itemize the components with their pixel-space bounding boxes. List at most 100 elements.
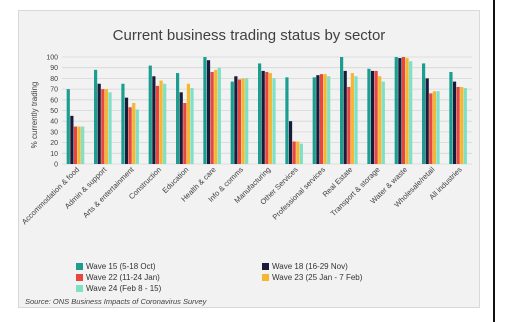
bar (432, 91, 436, 164)
bar (230, 81, 234, 164)
bars (66, 57, 467, 164)
bar (121, 83, 125, 164)
bar (135, 109, 139, 164)
bar (463, 88, 467, 164)
chart-svg: Current business trading status by secto… (20, 27, 472, 306)
y-tick-label: 70 (50, 87, 58, 94)
bar (265, 71, 269, 164)
x-category-label: Arts & entertainment (81, 164, 136, 219)
bar (299, 143, 303, 164)
bar (405, 58, 409, 164)
bar (312, 77, 316, 164)
bar (101, 89, 105, 164)
bar (104, 89, 108, 164)
bar (132, 103, 136, 164)
legend-swatch (76, 274, 83, 281)
legend-label: Wave 15 (5-18 Oct) (86, 262, 156, 271)
bar (176, 73, 180, 164)
bar (323, 74, 327, 164)
bar (210, 71, 214, 164)
y-axis-ticks: 0 10 20 30 40 50 60 70 80 90 100 (46, 55, 58, 169)
bar (258, 63, 262, 164)
y-tick-label: 50 (50, 108, 58, 115)
bar (425, 78, 429, 164)
y-tick-label: 60 (50, 97, 58, 104)
bar (354, 76, 358, 164)
bar (292, 141, 296, 164)
bar (350, 73, 354, 164)
bar (148, 65, 152, 164)
bar (241, 78, 245, 164)
bar (70, 115, 74, 164)
bar (394, 57, 398, 164)
legend-label: Wave 22 (11-24 Jan) (86, 273, 160, 282)
bar (381, 81, 385, 164)
bar (456, 86, 460, 164)
source-note: Source: ONS Business Impacts of Coronavi… (25, 297, 208, 306)
bar (374, 70, 378, 164)
bar (452, 81, 457, 164)
bar (217, 67, 221, 164)
bar (343, 70, 347, 164)
legend-label: Wave 23 (25 Jan - 7 Feb) (272, 273, 363, 282)
bar (288, 121, 293, 164)
bar (370, 70, 375, 164)
bar (409, 61, 413, 164)
x-category-label: Professional services (271, 165, 328, 222)
bar (367, 68, 371, 164)
bar (398, 58, 402, 164)
bar (77, 126, 81, 164)
right-edge-border (493, 0, 506, 322)
legend: Wave 15 (5-18 Oct) Wave 18 (16-29 Nov) Wav… (76, 262, 363, 293)
bar (401, 57, 406, 164)
bar (124, 97, 129, 164)
bar (436, 91, 440, 164)
bar (159, 80, 163, 164)
bar (179, 92, 183, 164)
legend-swatch (76, 285, 83, 292)
bar (234, 76, 238, 164)
bar (316, 75, 320, 164)
bar (152, 76, 156, 164)
bar (128, 107, 132, 164)
bar (460, 86, 464, 164)
bar (97, 83, 101, 164)
bar (94, 69, 98, 164)
bar (108, 92, 112, 164)
bar (429, 93, 433, 164)
bar (378, 76, 382, 164)
y-tick-label: 0 (54, 162, 58, 169)
bar (183, 103, 187, 164)
bar (245, 78, 249, 164)
bar (66, 89, 70, 164)
bar (285, 77, 289, 164)
legend-swatch (262, 274, 269, 281)
bar (203, 57, 207, 164)
bar (340, 57, 344, 164)
y-tick-label: 80 (50, 76, 58, 83)
bar (422, 63, 426, 164)
bar (261, 70, 265, 164)
bar (214, 69, 218, 164)
bar (327, 76, 331, 164)
bar (155, 85, 160, 164)
x-category-label: Transport & storage (329, 165, 382, 218)
bar (319, 74, 324, 164)
bar (73, 126, 78, 164)
bar (163, 83, 167, 164)
bar (272, 78, 276, 164)
y-tick-label: 100 (46, 55, 58, 62)
chart-title: Current business trading status by secto… (113, 27, 386, 44)
bar (206, 60, 211, 164)
page-frame: Current business trading status by secto… (18, 10, 480, 308)
bar (190, 88, 194, 164)
legend-label: Wave 24 (Feb 8 - 15) (86, 284, 162, 293)
bar (237, 79, 242, 164)
bar (186, 83, 190, 164)
bar (449, 71, 453, 164)
y-tick-label: 20 (50, 140, 58, 147)
y-tick-label: 40 (50, 119, 58, 126)
y-axis-label: % currently trading (30, 82, 39, 149)
